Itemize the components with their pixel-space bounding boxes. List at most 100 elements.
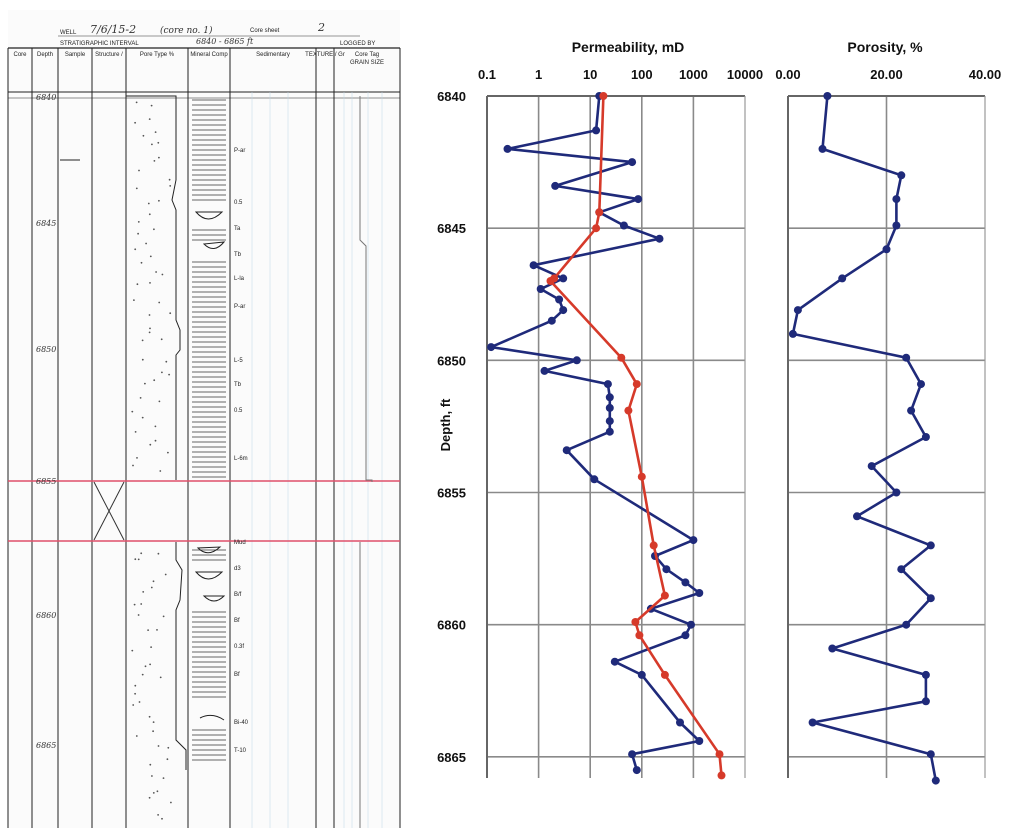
texture-grid — [251, 92, 383, 828]
column-header: Sample — [65, 52, 86, 58]
lamination-lines — [192, 99, 226, 761]
porosity-point — [808, 718, 817, 727]
permeability-point — [555, 295, 564, 304]
permeability-point — [624, 406, 633, 415]
texture-note: 0.5 — [234, 408, 243, 414]
texture-note: L-5 — [234, 358, 243, 364]
texture-note: Tb — [234, 382, 242, 388]
permeability-point — [605, 393, 614, 402]
y-tick-label: 6850 — [437, 353, 466, 368]
permeability-point — [635, 631, 644, 640]
porosity-point — [926, 594, 935, 603]
y-tick-label: 6840 — [437, 89, 466, 104]
permeability-point — [546, 277, 555, 285]
chart-title: Permeability, mD — [572, 39, 685, 55]
permeability-point — [562, 446, 571, 455]
texture-note: 0.5 — [234, 200, 243, 206]
grain-size-trace — [359, 96, 373, 828]
porosity-point — [921, 670, 930, 679]
core-sheet-value: 2 — [317, 21, 325, 34]
permeability-point — [660, 591, 669, 600]
sandstone-stipple — [131, 101, 172, 820]
depth-mark: 6855 — [36, 477, 56, 486]
porosity-point — [897, 565, 906, 574]
porosity-point — [882, 245, 891, 254]
core-sheet-label: Core sheet — [250, 28, 280, 34]
porosity-point — [853, 512, 861, 521]
porosity-line — [791, 95, 938, 781]
interval-label: STRATIGRAPHIC INTERVAL — [60, 41, 139, 47]
cross-bed-symbols — [194, 211, 226, 721]
permeability-point — [632, 380, 641, 389]
permeability-point — [634, 195, 643, 204]
column-dividers — [7, 48, 401, 828]
texture-note: T-10 — [234, 748, 247, 754]
permeability-point — [660, 670, 669, 679]
porosity-point — [828, 644, 837, 653]
x-tick-label: 0.1 — [478, 67, 496, 82]
permeability-point — [649, 541, 658, 550]
y-tick-label: 6865 — [437, 750, 466, 765]
porosity-point — [788, 329, 797, 338]
texture-note: Bf — [234, 672, 240, 678]
texture-note: Mud — [234, 540, 246, 546]
x-tick-label: 0.00 — [775, 67, 800, 82]
porosity-point — [931, 776, 940, 785]
porosity-point — [921, 697, 930, 706]
permeability-point — [599, 92, 608, 100]
permeability-point — [687, 620, 695, 629]
porosity-point — [867, 462, 876, 471]
texture-note: Bi-40 — [234, 720, 249, 726]
texture-note: P-ar — [234, 304, 245, 310]
permeability-point — [628, 158, 637, 167]
permeability-point — [717, 771, 726, 780]
permeability-point — [617, 353, 626, 362]
permeability-point — [547, 316, 556, 325]
texture-note: L-6m — [234, 456, 248, 462]
column-header: Core Tag — [355, 52, 379, 58]
porosity-point — [926, 750, 935, 759]
x-tick-label: 10000 — [727, 67, 763, 82]
texture-note: L-la — [234, 276, 245, 282]
permeability-point — [681, 578, 690, 587]
column-header: Depth — [37, 52, 53, 58]
permeability-point — [487, 343, 496, 352]
core-log-sheet: WELL 7/6/15-2 (core no. 1) Core sheet 2 … — [7, 10, 401, 828]
permeability-point — [605, 417, 614, 426]
permeability-point — [662, 565, 671, 574]
texture-note: Bf — [234, 618, 240, 624]
permeability-point — [592, 224, 601, 233]
porosity-point — [818, 144, 827, 153]
porosity-point — [902, 620, 911, 629]
permeability-chart: 0.1 1 10 100 1000 10000 Permeability, mD 6840 68… — [437, 39, 763, 780]
depth-mark: 6865 — [36, 741, 56, 750]
depth-mark: 6850 — [36, 345, 56, 354]
permeability-point — [590, 475, 599, 484]
permeability-point — [610, 657, 619, 666]
permeability-point — [559, 306, 568, 315]
texture-note: P-ar — [234, 148, 245, 154]
permeability-point — [529, 261, 538, 270]
permeability-point — [619, 221, 628, 230]
permeability-point — [503, 144, 512, 153]
porosity-point — [902, 353, 911, 362]
permeability-point — [681, 631, 690, 640]
column-header: Structure / — [95, 52, 123, 58]
x-tick-label: 10 — [583, 67, 597, 82]
permeability-point — [715, 750, 724, 759]
y-tick-label: 6860 — [437, 618, 466, 633]
well-label: WELL — [60, 30, 77, 36]
x-tick-label: 20.00 — [870, 67, 903, 82]
y-tick-label: 6855 — [437, 486, 466, 501]
permeability-point — [628, 750, 637, 759]
y-axis-label: Depth, ft — [438, 398, 453, 451]
permeability-point — [551, 181, 560, 190]
porosity-point — [917, 380, 925, 389]
porosity-point — [897, 171, 906, 180]
porosity-point — [892, 195, 901, 204]
texture-note: d3 — [234, 566, 241, 572]
permeability-point — [632, 766, 641, 775]
permeability-point — [540, 366, 549, 375]
depth-mark: 6860 — [36, 611, 56, 620]
